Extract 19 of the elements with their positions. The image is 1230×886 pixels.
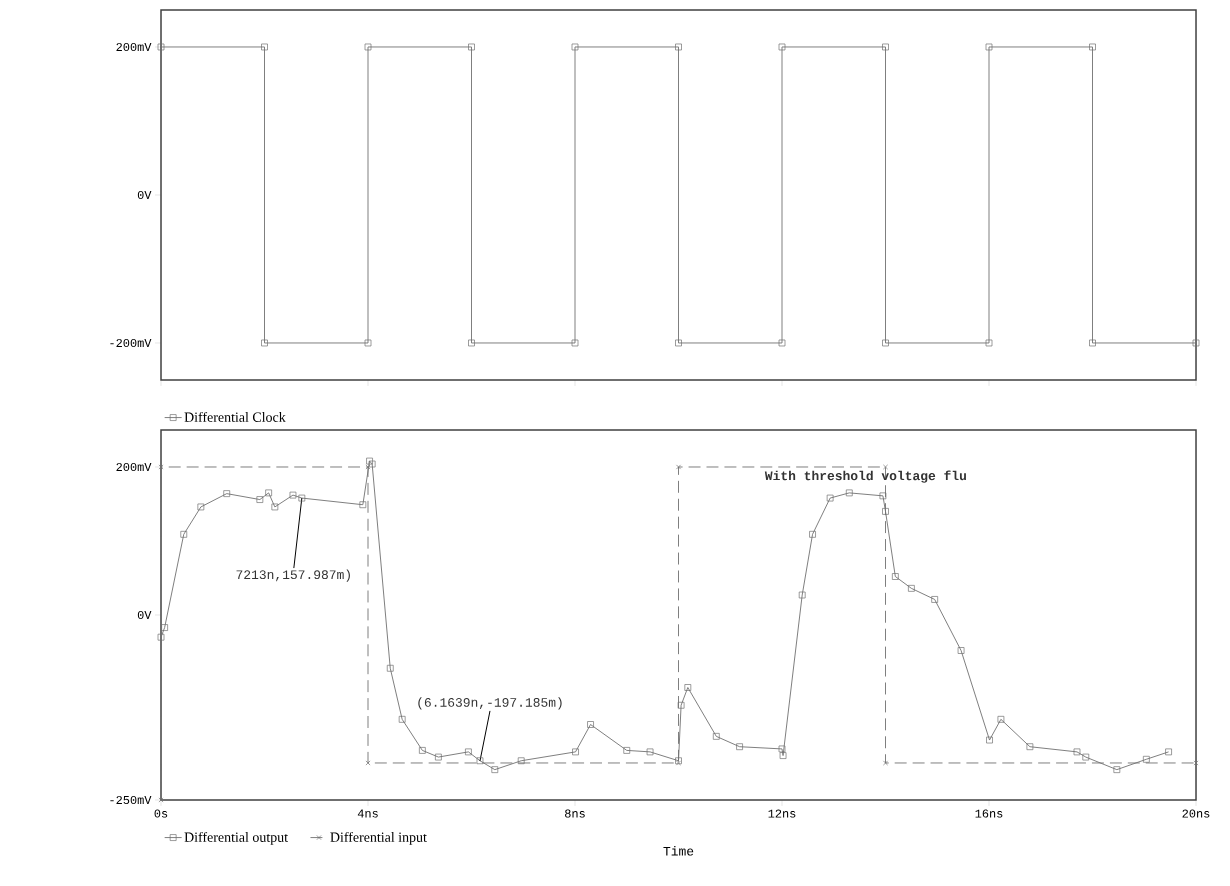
legend-label: Differential output: [184, 831, 288, 845]
y-tick-label: 200mV: [116, 42, 152, 52]
x-axis-title: Time: [663, 846, 694, 856]
y-tick-label: 0V: [137, 190, 152, 200]
y-tick-label: -250mV: [110, 795, 152, 805]
x-tick-label: 12ns: [768, 809, 796, 818]
annotation: 7213n,157.987m): [236, 569, 350, 582]
x-tick-label: 16ns: [975, 809, 1003, 818]
y-tick-label: 0V: [137, 610, 152, 620]
x-tick-label: 4ns: [357, 809, 378, 818]
y-tick-label: 200mV: [116, 462, 152, 472]
annotation: With threshold voltage flu: [764, 470, 966, 483]
x-tick-label: 20ns: [1182, 809, 1210, 818]
x-tick-label: 0s: [154, 809, 168, 818]
legend-label: Differential Clock: [184, 411, 286, 422]
annotation: (6.1639n,-197.185m): [418, 697, 562, 710]
x-tick-label: 8ns: [565, 809, 585, 818]
legend-label: Differential input: [330, 831, 427, 845]
y-tick-label: -200mV: [110, 338, 152, 348]
